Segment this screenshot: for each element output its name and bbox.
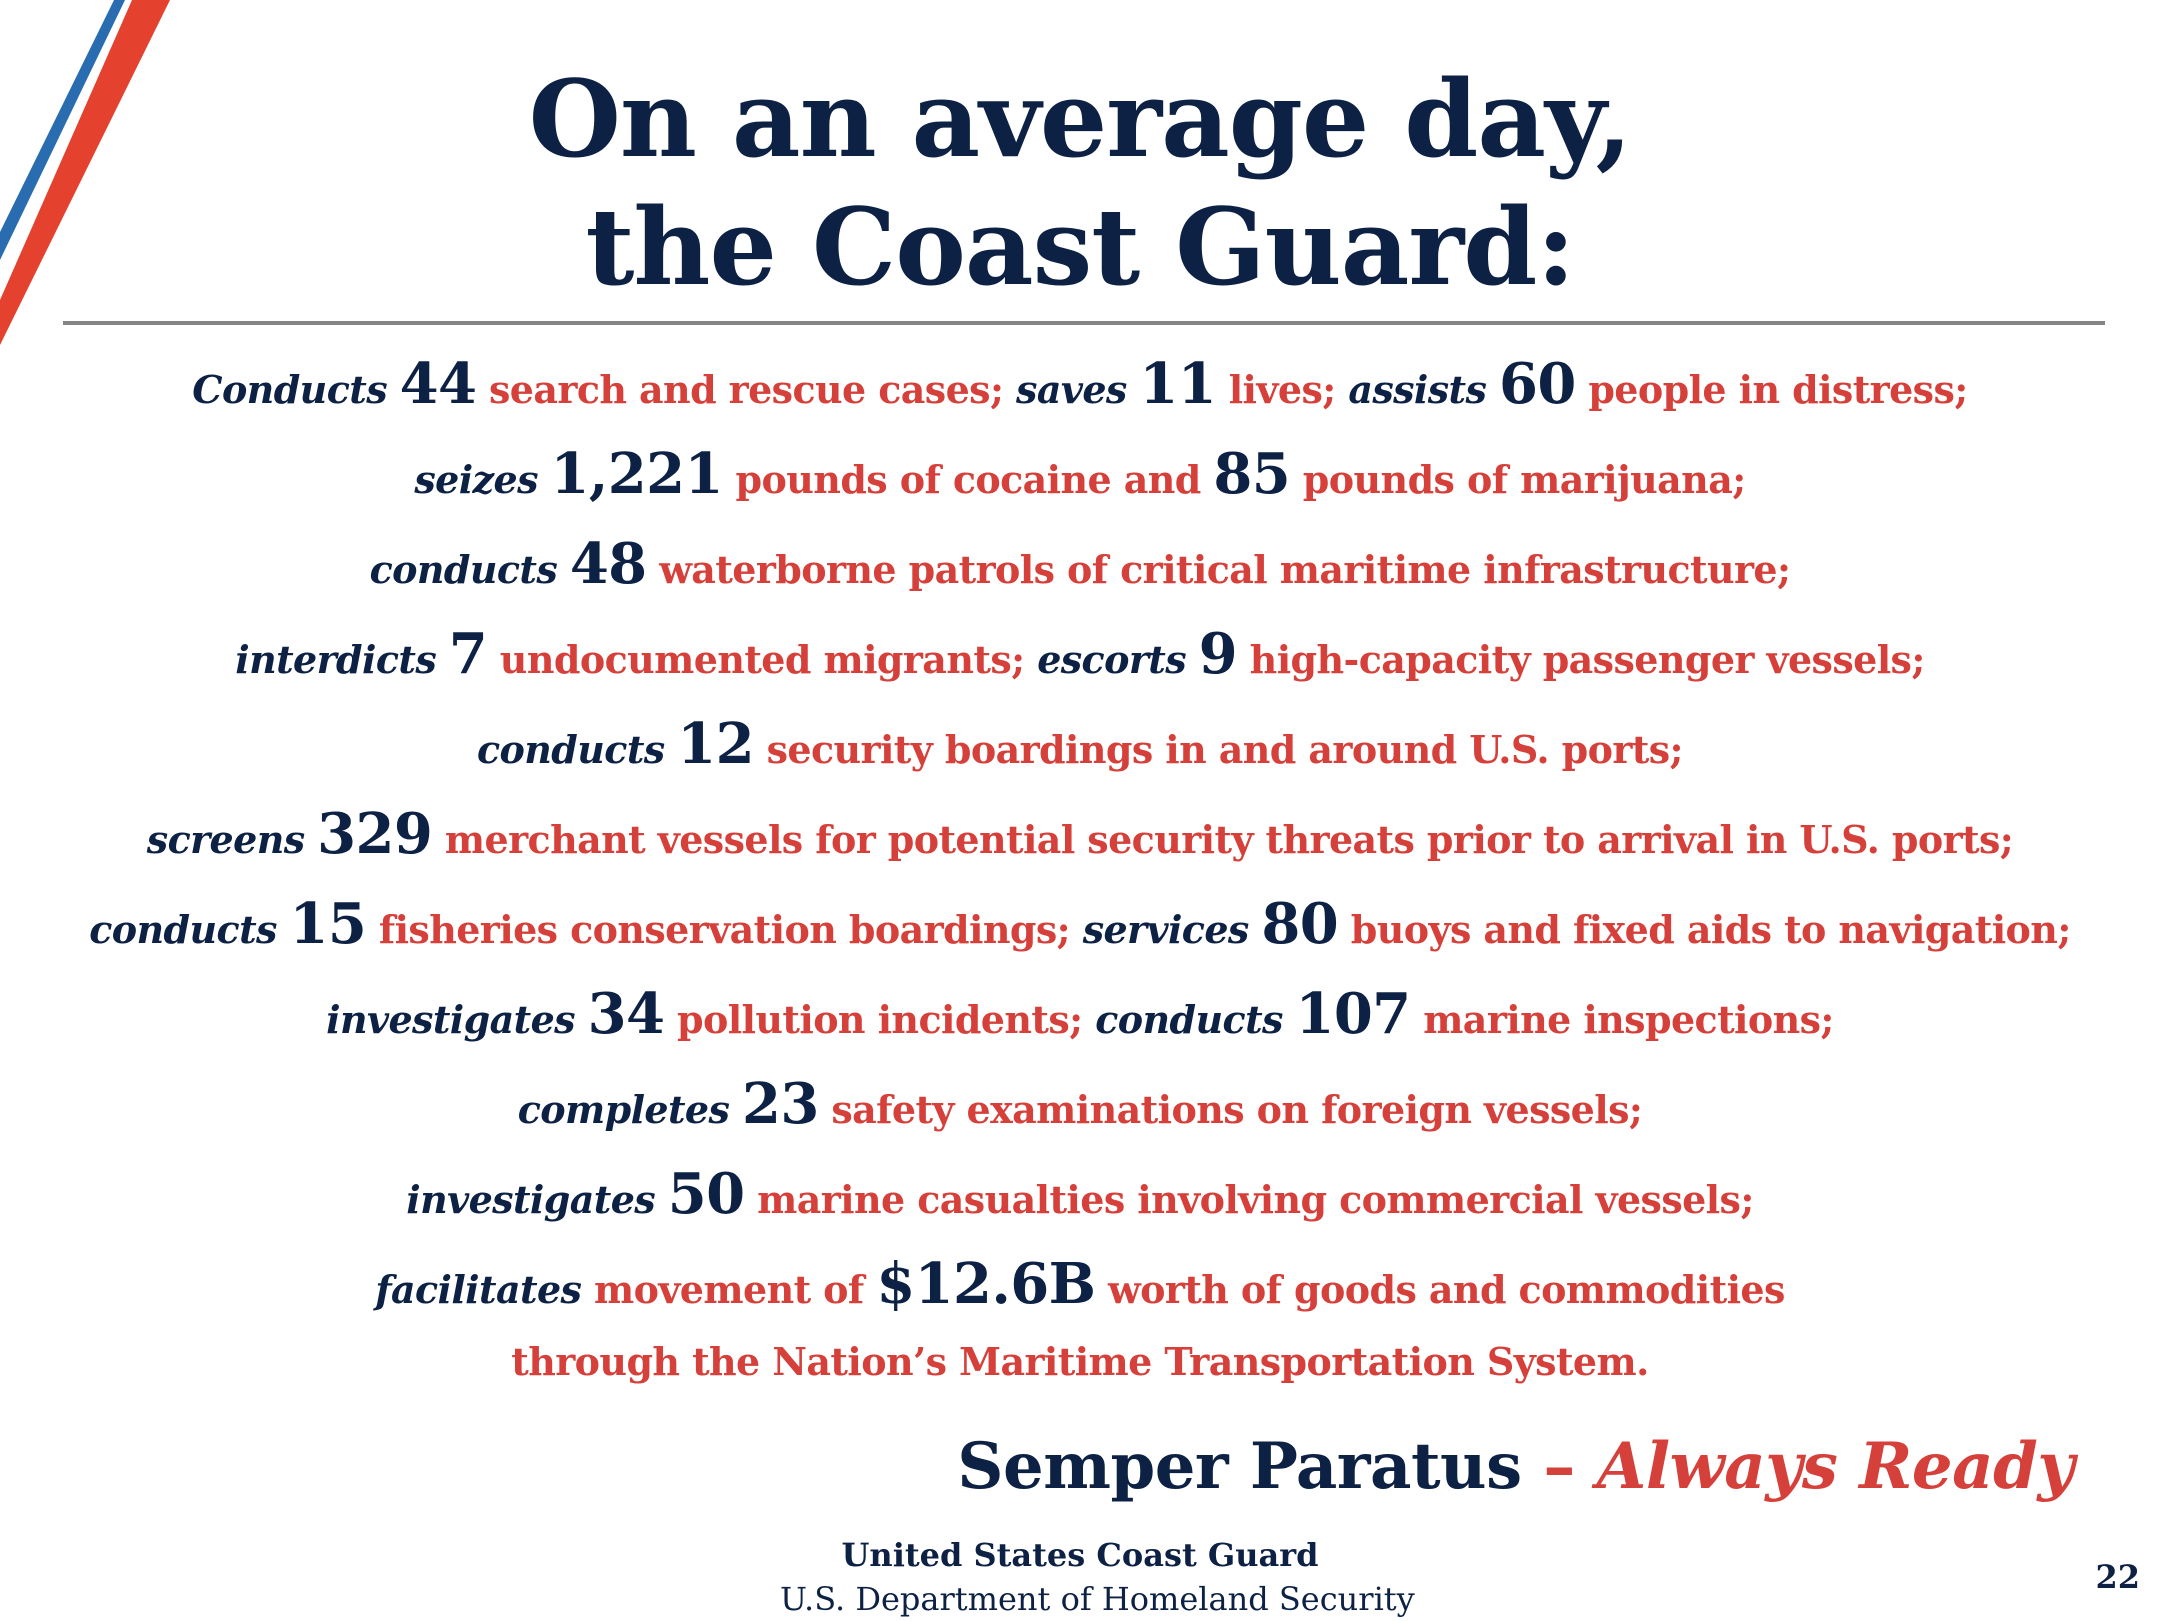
motto-dash: – [1543, 1429, 1575, 1504]
stat-number: 48 [569, 531, 647, 597]
stat-description: merchant vessels for potential security … [444, 817, 2014, 862]
title-line-2: the Coast Guard: [585, 184, 1575, 309]
stat-number: 107 [1295, 981, 1411, 1047]
stat-verb: completes [517, 1087, 730, 1132]
stat-verb: escorts [1037, 637, 1187, 682]
footer: United States Coast Guard U.S. Departmen… [780, 1533, 1415, 1621]
stat-line: investigates 50 marine casualties involv… [0, 1159, 2160, 1249]
stat-description: marine inspections; [1423, 997, 1834, 1042]
stat-description: waterborne patrols of critical maritime … [659, 547, 1791, 592]
stat-line: investigates 34 pollution incidents; con… [0, 979, 2160, 1069]
red-stripe [0, 0, 170, 345]
stat-number: 329 [317, 801, 433, 867]
motto-english: Always Ready [1596, 1429, 2075, 1504]
stat-number: 85 [1213, 441, 1291, 507]
stat-line: conducts 48 waterborne patrols of critic… [0, 529, 2160, 619]
title-divider [63, 321, 2105, 325]
stat-number: 1,221 [550, 441, 724, 507]
title-line-1: On an average day, [528, 56, 1633, 181]
page-number: 22 [2095, 1558, 2140, 1596]
stat-number: 80 [1261, 891, 1339, 957]
stat-description: worth of goods and commodities [1108, 1267, 1785, 1312]
stat-verb: seizes [414, 457, 538, 502]
stat-line: completes 23 safety examinations on fore… [0, 1069, 2160, 1159]
stat-line: screens 329 merchant vessels for potenti… [0, 799, 2160, 889]
stat-verb: Conducts [192, 367, 387, 412]
stat-number: $12.6B [876, 1251, 1096, 1317]
stat-description: marine casualties involving commercial v… [757, 1177, 1754, 1222]
stat-description: high-capacity passenger vessels; [1249, 637, 1926, 682]
stat-verb: saves [1016, 367, 1127, 412]
stat-number: 23 [741, 1071, 819, 1137]
stat-description: safety examinations on foreign vessels; [831, 1087, 1643, 1132]
stat-verb: investigates [326, 997, 575, 1042]
stat-line: interdicts 7 undocumented migrants; esco… [0, 619, 2160, 709]
stat-description: through the Nation’s Maritime Transporta… [511, 1339, 1649, 1384]
stat-verb: services [1082, 907, 1250, 952]
stat-verb: conducts [1095, 997, 1283, 1042]
stat-description: buoys and fixed aids to navigation; [1350, 907, 2072, 952]
stat-description: lives; [1228, 367, 1337, 412]
stat-description: security boardings in and around U.S. po… [766, 727, 1684, 772]
footer-org: United States Coast Guard [841, 1536, 1319, 1574]
stat-number: 9 [1198, 621, 1238, 687]
stat-number: 50 [667, 1161, 745, 1227]
stat-line: seizes 1,221 pounds of cocaine and 85 po… [0, 439, 2160, 529]
stat-verb: conducts [369, 547, 558, 592]
stat-line: conducts 15 fisheries conservation board… [0, 889, 2160, 979]
stat-verb: conducts [89, 907, 277, 952]
stat-line: conducts 12 security boardings in and ar… [0, 709, 2160, 799]
stat-verb: screens [146, 817, 305, 862]
stat-verb: interdicts [235, 637, 437, 682]
stat-number: 44 [399, 351, 477, 417]
stat-description: people in distress; [1588, 367, 1968, 412]
stat-description: pounds of marijuana; [1302, 457, 1746, 502]
stat-number: 11 [1139, 351, 1217, 417]
stat-line: through the Nation’s Maritime Transporta… [0, 1327, 2160, 1417]
stat-line: Conducts 44 search and rescue cases; sav… [0, 349, 2160, 439]
motto: Semper Paratus – Always Ready [957, 1422, 2074, 1512]
stat-verb: conducts [477, 727, 665, 772]
stat-number: 60 [1498, 351, 1576, 417]
stat-description: fisheries conservation boardings; [378, 907, 1071, 952]
stat-description: pollution incidents; [676, 997, 1083, 1042]
coast-guard-slash-stripes [0, 0, 170, 345]
stat-line: facilitates movement of $12.6B worth of … [0, 1249, 2160, 1327]
footer-dept: U.S. Department of Homeland Security [780, 1580, 1415, 1618]
stat-verb: assists [1348, 367, 1487, 412]
stat-verb: investigates [406, 1177, 656, 1222]
stat-description: pounds of cocaine and [735, 457, 1202, 502]
motto-latin: Semper Paratus [957, 1429, 1522, 1504]
stat-number: 7 [448, 621, 488, 687]
stat-lines: Conducts 44 search and rescue cases; sav… [0, 349, 2160, 1417]
stat-number: 15 [289, 891, 367, 957]
blue-stripe [0, 0, 125, 260]
stat-verb: facilitates [375, 1267, 582, 1312]
page-title: On an average day, the Coast Guard: [0, 55, 2160, 311]
stat-number: 34 [587, 981, 665, 1047]
stat-description: search and rescue cases; [489, 367, 1004, 412]
stat-description: movement of [593, 1267, 864, 1312]
stat-description: undocumented migrants; [499, 637, 1025, 682]
stat-number: 12 [677, 711, 754, 777]
